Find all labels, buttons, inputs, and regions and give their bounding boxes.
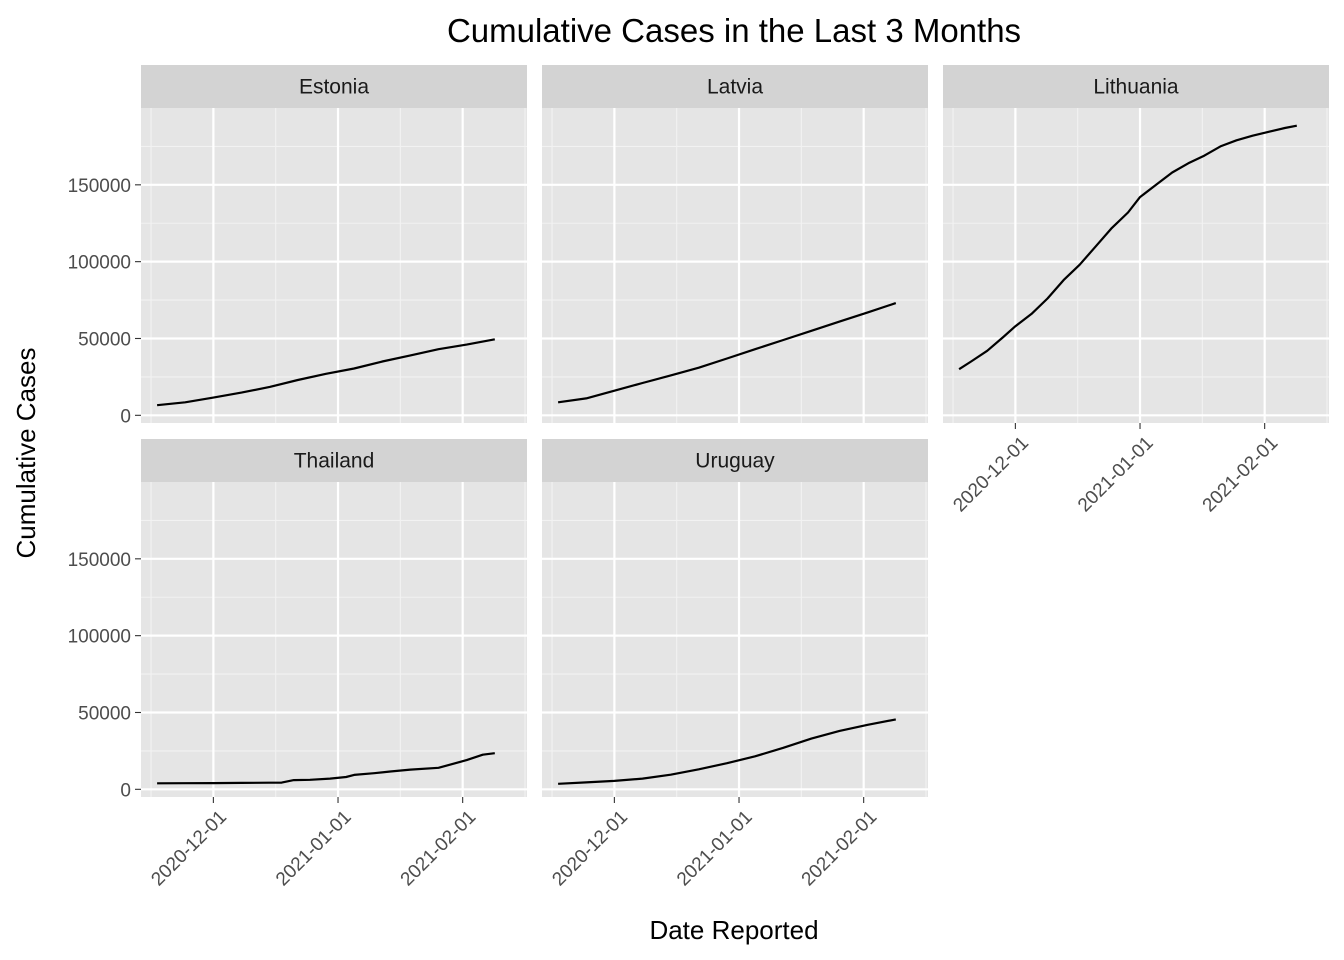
panel-background	[141, 108, 527, 423]
strip-label-lithuania: Lithuania	[1093, 76, 1179, 99]
strip-thailand	[141, 439, 527, 482]
y-tick-label: 150000	[68, 176, 131, 197]
x-axis-title: Date Reported	[649, 915, 818, 945]
x-tick-label: 2021-01-01	[673, 807, 757, 891]
x-tick-label: 2021-01-01	[1074, 433, 1158, 517]
x-tick-label: 2020-12-01	[949, 433, 1033, 517]
x-tick-label: 2021-01-01	[272, 807, 356, 891]
panel-background	[141, 482, 527, 797]
strip-lithuania	[943, 65, 1329, 108]
strip-label-latvia: Latvia	[707, 76, 763, 99]
y-tick-label: 100000	[68, 627, 131, 648]
panel-thailand: Thailand 0 50000 100000 150000 2020-12-01 2021…	[68, 439, 527, 890]
x-tick-label: 2021-02-01	[798, 807, 882, 891]
series-line-lithuania	[958, 124, 1298, 371]
strip-label-uruguay: Uruguay	[695, 450, 775, 473]
y-tick-label: 0	[120, 406, 131, 427]
strip-estonia	[141, 65, 527, 108]
x-tick-label: 2020-12-01	[147, 807, 231, 891]
strip-label-estonia: Estonia	[299, 76, 369, 99]
series-line-estonia	[156, 338, 496, 407]
panel-estonia: Estonia 0 50000 100000 150000	[68, 65, 527, 427]
panel-latvia: Latvia	[542, 65, 928, 423]
x-tick-label: 2020-12-01	[548, 807, 632, 891]
panel-background	[542, 108, 928, 423]
y-tick-label: 0	[120, 780, 131, 801]
chart-title: Cumulative Cases in the Last 3 Months	[447, 12, 1021, 49]
y-tick-label: 50000	[78, 329, 131, 350]
panel-uruguay: Uruguay 2020-12-01 2021-01-01 2021-02-01	[542, 439, 928, 890]
x-tick-label: 2021-02-01	[397, 807, 481, 891]
y-tick-label: 100000	[68, 253, 131, 274]
x-tick-label: 2021-02-01	[1199, 433, 1283, 517]
panel-background	[943, 108, 1329, 423]
y-tick-label: 150000	[68, 550, 131, 571]
series-line-uruguay	[558, 718, 897, 785]
strip-uruguay	[542, 439, 928, 482]
y-tick-label: 50000	[78, 703, 131, 724]
y-axis-title: Cumulative Cases	[11, 348, 41, 559]
plot-area: Estonia 0 50000 100000 150000 Latvia Lithuania…	[68, 65, 1329, 890]
series-line-thailand	[157, 752, 495, 785]
strip-label-thailand: Thailand	[294, 450, 375, 473]
panel-background	[542, 482, 928, 797]
series-line-latvia	[557, 302, 897, 404]
strip-latvia	[542, 65, 928, 108]
panel-lithuania: Lithuania 2020-12-01 2021-01-01 2021-02-01	[943, 65, 1329, 516]
